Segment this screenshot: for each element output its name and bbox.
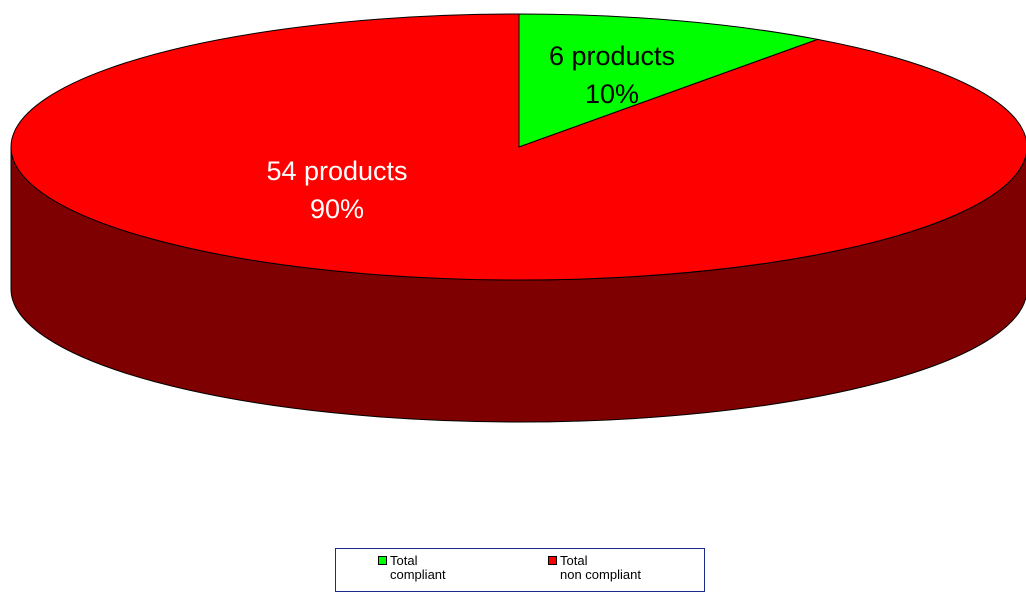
legend-item-compliant: Total compliant [378, 554, 500, 582]
data-label-percent-compliant: 10% [585, 79, 639, 109]
legend-label-compliant-line1: Total [390, 553, 418, 568]
pie-slice-non-compliant [10, 13, 1026, 281]
legend-label-non-compliant-line1: Total [560, 553, 588, 568]
legend-item-non-compliant: Total non compliant [548, 554, 670, 582]
data-label-count-compliant: 6 products [549, 41, 675, 71]
legend-swatch-compliant [378, 556, 387, 565]
legend-swatch-non-compliant [548, 556, 557, 565]
data-label-count-non-compliant: 54 products [266, 156, 407, 186]
legend-label-non-compliant-line2: non compliant [560, 567, 641, 582]
legend: Total compliant Total non compliant [335, 548, 705, 592]
pie-slice-compliant [518, 13, 820, 148]
data-label-percent-non-compliant: 90% [310, 194, 364, 224]
legend-label-compliant-line2: compliant [390, 567, 446, 582]
